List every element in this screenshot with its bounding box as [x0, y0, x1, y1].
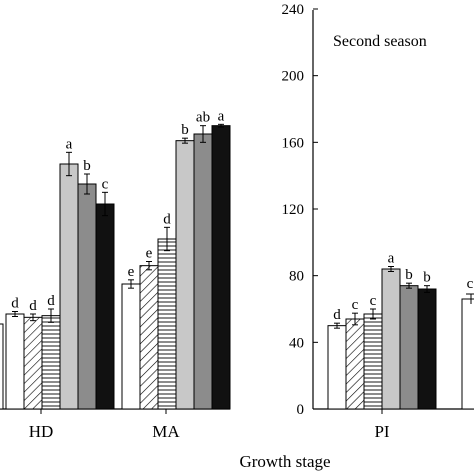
p2-pi-t4-letter: a	[388, 251, 395, 267]
p1-ma-t3-bar	[157, 238, 177, 410]
p1-ma-t3-letter: d	[163, 211, 171, 227]
x-axis-label: Growth stage	[239, 452, 330, 471]
p1-ma-t2-letter: e	[146, 246, 153, 262]
y-tick-label-120: 120	[282, 202, 305, 218]
y-tick-label-160: 160	[282, 135, 305, 151]
p1-hd-t6-letter: c	[102, 176, 109, 192]
p1-hd-t5-bar	[77, 183, 97, 410]
p2-pi-t4-bar	[381, 268, 401, 410]
p2-pi-t6-letter: b	[423, 270, 431, 286]
p2-pi-t3-bar	[363, 313, 383, 410]
p2-pi-t2-letter: c	[352, 297, 359, 313]
panel-2-title: Second season	[333, 33, 427, 50]
p1-ma-t2-bar	[139, 265, 159, 410]
p1-ma-t6-letter: a	[218, 108, 225, 124]
x-tick-label-pi: PI	[374, 422, 389, 441]
p1-ma-t1-letter: e	[128, 264, 135, 280]
p2-pi-t3-letter: c	[370, 293, 377, 309]
p1-hd-t3-bar	[41, 315, 61, 410]
p1-ma-t5-bar	[193, 133, 213, 410]
p1-hd-t1-bar	[5, 313, 25, 410]
y-tick-label-40: 40	[289, 335, 304, 351]
y-tick-label-80: 80	[289, 269, 304, 285]
p2-partial-letter: c	[467, 276, 474, 292]
p2-pi-t5-bar	[399, 285, 419, 410]
p1-hd-t1-letter: d	[11, 296, 19, 312]
p2-pi-t2-bar	[345, 318, 365, 410]
p1-clipped-bar	[0, 323, 4, 410]
p2-partial-bar	[461, 298, 474, 410]
p1-ma-t5-letter: ab	[196, 110, 210, 126]
p1-hd-t6-bar	[95, 203, 115, 410]
p2-pi-t1-letter: d	[333, 307, 341, 323]
p1-ma-t1-bar	[121, 283, 141, 410]
p1-hd-t3-letter: d	[47, 293, 55, 309]
p1-hd-t4-letter: a	[66, 136, 73, 152]
y-tick-label-200: 200	[282, 69, 305, 85]
p1-hd-t4-bar	[59, 163, 79, 410]
p2-pi-t5-letter: b	[405, 267, 413, 283]
x-tick-label-hd: HD	[29, 422, 54, 441]
p1-ma-t4-bar	[175, 140, 195, 410]
p2-pi-t6-bar	[417, 288, 437, 410]
p1-ma-t6-bar	[211, 125, 231, 410]
p1-ma-t4-letter: b	[181, 122, 189, 138]
p1-hd-t2-bar	[23, 316, 43, 410]
p1-hd-t5-letter: b	[83, 158, 91, 174]
x-tick-label-ma: MA	[152, 422, 180, 441]
y-tick-label-0: 0	[297, 402, 305, 418]
p1-hd-t2-letter: d	[29, 298, 37, 314]
y-tick-label-240: 240	[282, 2, 305, 18]
p2-pi-t1-bar	[327, 325, 347, 410]
